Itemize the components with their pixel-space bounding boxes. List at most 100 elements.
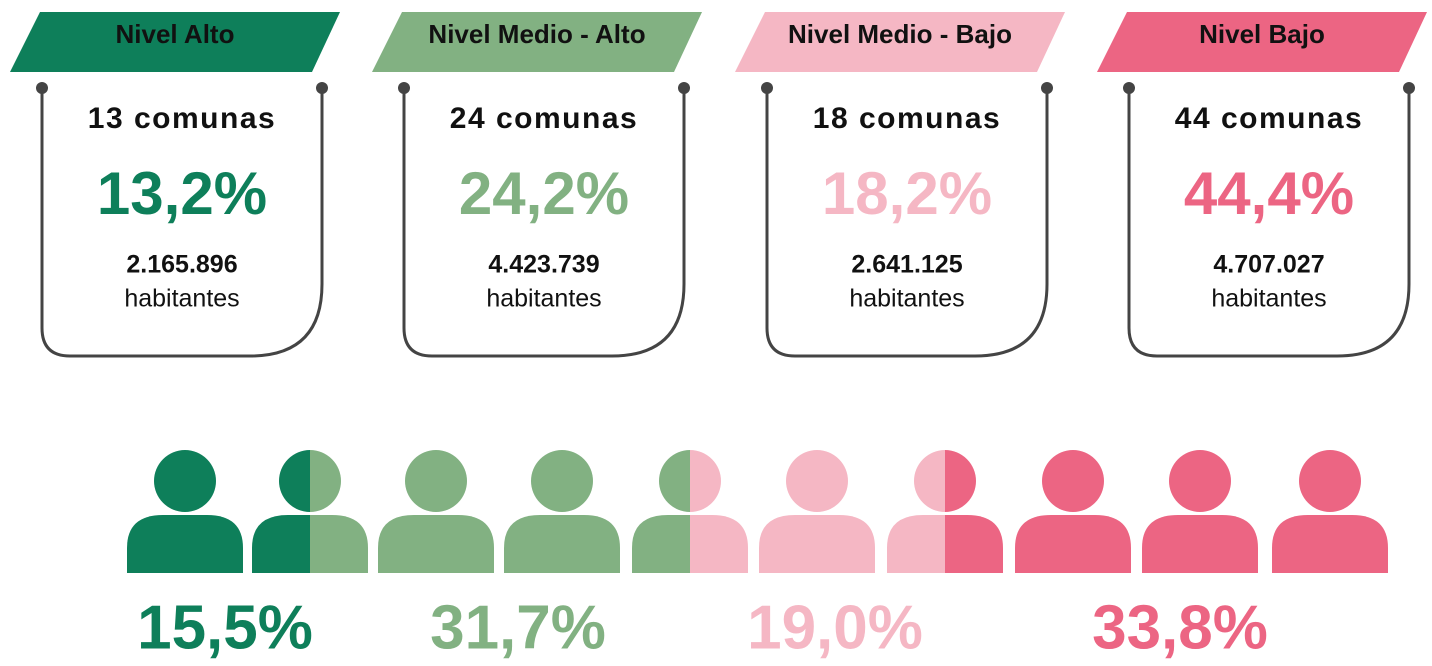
person-body xyxy=(436,515,494,573)
card-dot xyxy=(316,82,328,94)
level-banner xyxy=(735,12,1065,72)
person-head xyxy=(405,450,436,512)
person-half xyxy=(1142,450,1200,573)
person-half xyxy=(1073,450,1131,573)
person-half xyxy=(378,450,436,573)
person-head xyxy=(531,450,562,512)
person-half xyxy=(436,450,494,573)
level-label: Nivel Alto xyxy=(116,19,235,49)
person-body xyxy=(945,515,1003,573)
person-head xyxy=(310,450,341,512)
person-head xyxy=(1169,450,1200,512)
person-head xyxy=(1073,450,1104,512)
level-percent: 24,2% xyxy=(459,160,629,227)
person-body xyxy=(504,515,562,573)
person-head xyxy=(154,450,185,512)
person-body xyxy=(1272,515,1330,573)
card-dot xyxy=(761,82,773,94)
person-head xyxy=(436,450,467,512)
person-head xyxy=(914,450,945,512)
population: 2.165.896 xyxy=(126,251,237,279)
population-unit: habitantes xyxy=(124,285,239,313)
person-body xyxy=(1142,515,1200,573)
card-frame xyxy=(765,88,1049,358)
level-percent: 13,2% xyxy=(97,160,267,227)
population: 4.707.027 xyxy=(1213,251,1324,279)
card-dot xyxy=(1123,82,1135,94)
person-body xyxy=(1330,515,1388,573)
person-head xyxy=(1200,450,1231,512)
person-half xyxy=(310,450,368,573)
person-body xyxy=(887,515,945,573)
person-body xyxy=(1200,515,1258,573)
person-body xyxy=(1073,515,1131,573)
card-dot xyxy=(36,82,48,94)
level-banner xyxy=(10,12,340,72)
group-percent: 33,8% xyxy=(1092,593,1268,662)
person-body xyxy=(185,515,243,573)
level-percent: 44,4% xyxy=(1184,160,1354,227)
person-body xyxy=(759,515,817,573)
group-percent: 31,7% xyxy=(430,593,606,662)
person-half xyxy=(759,450,817,573)
person-body xyxy=(562,515,620,573)
level-label: Nivel Bajo xyxy=(1199,19,1325,49)
person-head xyxy=(659,450,690,512)
population: 2.641.125 xyxy=(851,251,962,279)
card-frame xyxy=(1127,88,1411,358)
person-half xyxy=(504,450,562,573)
comunas-count: 24 comunas xyxy=(450,102,638,135)
card-dot xyxy=(398,82,410,94)
card-frame xyxy=(40,88,324,358)
person-half xyxy=(127,450,185,573)
comunas-count: 44 comunas xyxy=(1175,102,1363,135)
person-body xyxy=(1015,515,1073,573)
person-head xyxy=(562,450,593,512)
person-half xyxy=(1200,450,1258,573)
comunas-count: 13 comunas xyxy=(88,102,276,135)
person-head xyxy=(185,450,216,512)
person-head xyxy=(786,450,817,512)
person-head xyxy=(690,450,721,512)
person-head xyxy=(1330,450,1361,512)
card-frame xyxy=(402,88,686,358)
person-body xyxy=(378,515,436,573)
person-half xyxy=(690,450,748,573)
person-body xyxy=(632,515,690,573)
person-half xyxy=(252,450,310,573)
card-dot xyxy=(1403,82,1415,94)
group-percent: 19,0% xyxy=(747,593,923,662)
level-banner xyxy=(372,12,702,72)
person-half xyxy=(817,450,875,573)
person-half xyxy=(632,450,690,573)
level-banner xyxy=(1097,12,1427,72)
person-half xyxy=(1330,450,1388,573)
person-half xyxy=(1015,450,1073,573)
person-head xyxy=(279,450,310,512)
level-label: Nivel Medio - Alto xyxy=(428,19,645,49)
person-half xyxy=(562,450,620,573)
person-body xyxy=(690,515,748,573)
population-unit: habitantes xyxy=(486,285,601,313)
level-percent: 18,2% xyxy=(822,160,992,227)
population-unit: habitantes xyxy=(1211,285,1326,313)
group-percent: 15,5% xyxy=(137,593,313,662)
person-half xyxy=(1272,450,1330,573)
person-head xyxy=(1042,450,1073,512)
population: 4.423.739 xyxy=(488,251,599,279)
population-unit: habitantes xyxy=(849,285,964,313)
card-dot xyxy=(1041,82,1053,94)
person-half xyxy=(945,450,1003,573)
level-label: Nivel Medio - Bajo xyxy=(788,19,1012,49)
person-half xyxy=(185,450,243,573)
card-dot xyxy=(678,82,690,94)
person-body xyxy=(310,515,368,573)
comunas-count: 18 comunas xyxy=(813,102,1001,135)
person-body xyxy=(817,515,875,573)
person-body xyxy=(252,515,310,573)
person-head xyxy=(1299,450,1330,512)
person-head xyxy=(945,450,976,512)
person-body xyxy=(127,515,185,573)
person-head xyxy=(817,450,848,512)
